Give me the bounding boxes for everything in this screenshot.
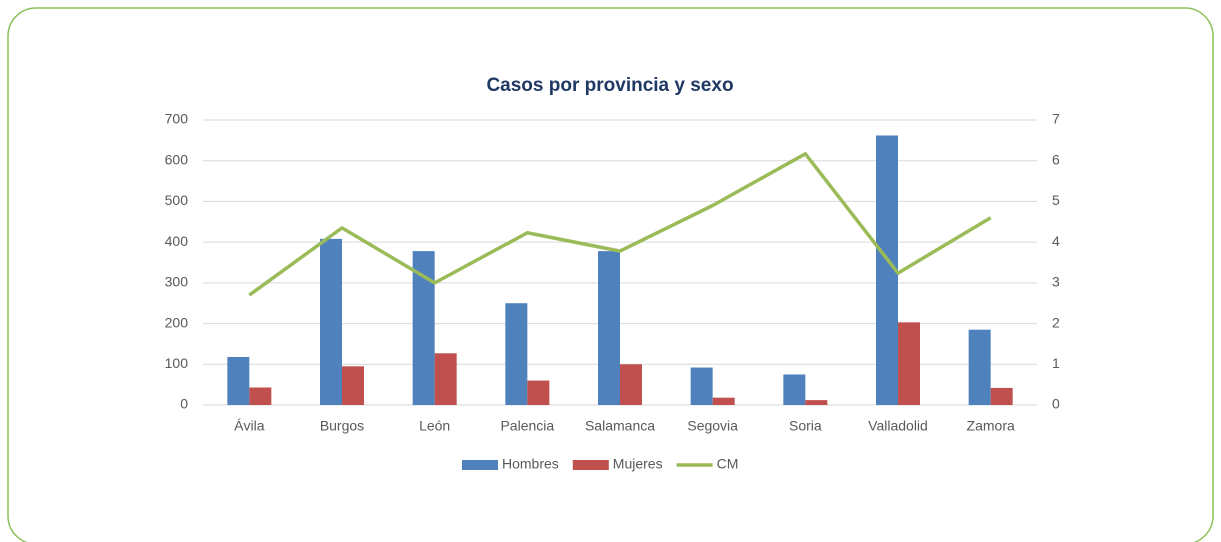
bar — [876, 135, 898, 405]
bar — [898, 322, 920, 405]
chart-title: Casos por provincia y sexo — [486, 75, 733, 96]
x-tick-label: Soria — [789, 418, 822, 434]
y-tick-label: 200 — [165, 314, 189, 330]
y2-tick-label: 4 — [1052, 233, 1060, 249]
y2-tick-label: 0 — [1052, 396, 1060, 412]
bar — [690, 367, 713, 405]
bar — [434, 353, 457, 405]
y2-tick-label: 2 — [1052, 314, 1060, 330]
bar — [620, 364, 642, 405]
bar — [505, 303, 528, 405]
y2-tick-label: 1 — [1052, 355, 1060, 371]
y-tick-label: 100 — [165, 355, 189, 371]
x-tick-label: Palencia — [500, 418, 554, 434]
x-tick-label: Valladolid — [868, 418, 928, 434]
y-tick-label: 0 — [180, 396, 188, 412]
y-tick-label: 600 — [165, 151, 189, 167]
bar — [968, 329, 991, 405]
bar — [342, 366, 364, 405]
bar — [249, 387, 272, 405]
x-tick-label: Salamanca — [585, 418, 655, 434]
y-tick-label: 700 — [165, 111, 189, 127]
legend-label: CM — [717, 456, 739, 472]
line — [248, 152, 992, 297]
y-tick-label: 400 — [165, 233, 189, 249]
bar — [990, 387, 1013, 405]
legend-swatch — [572, 460, 609, 470]
x-tick-label: Ávila — [234, 418, 265, 434]
x-tick-label: Burgos — [320, 418, 364, 434]
bar — [527, 380, 550, 405]
bar — [598, 251, 620, 405]
y-tick-label: 300 — [165, 274, 189, 290]
y2-tick-label: 7 — [1052, 111, 1060, 127]
legend-label: Hombres — [502, 456, 559, 472]
x-tick-label: León — [419, 418, 450, 434]
legend-swatch — [462, 460, 498, 470]
bar — [227, 356, 250, 405]
x-tick-label: Zamora — [967, 418, 1015, 434]
bar — [320, 238, 342, 405]
y-tick-label: 500 — [165, 192, 189, 208]
y2-tick-label: 6 — [1052, 151, 1060, 167]
bar — [783, 374, 806, 405]
y2-tick-label: 3 — [1052, 274, 1060, 290]
y2-tick-label: 5 — [1052, 192, 1060, 208]
x-tick-label: Segovia — [687, 418, 738, 434]
bar — [805, 400, 828, 405]
bar — [412, 251, 435, 405]
legend-label: Mujeres — [613, 456, 663, 472]
bar — [712, 397, 735, 405]
